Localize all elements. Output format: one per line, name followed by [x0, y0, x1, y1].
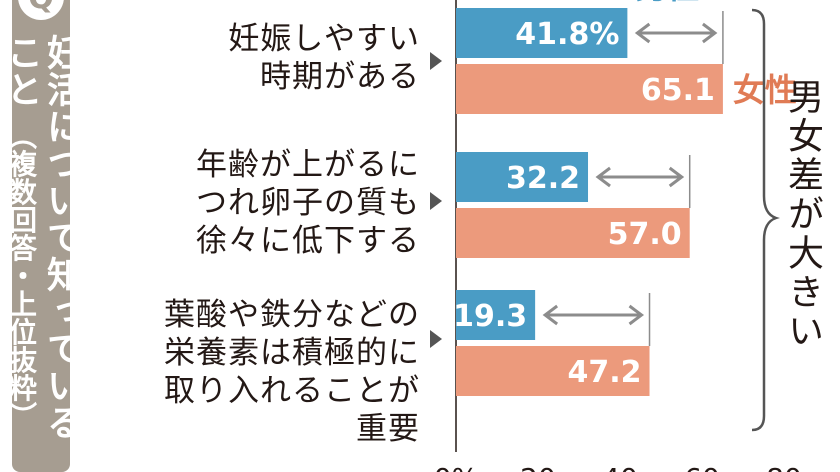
data-label: 65.1: [641, 73, 715, 108]
legend-male: 男性: [635, 0, 699, 6]
x-tick-label: 40: [602, 462, 638, 472]
question-badge: Q: [18, 0, 64, 20]
data-label: 57.0: [608, 217, 682, 252]
bar-male: [456, 152, 589, 202]
data-label: 41.8%: [515, 17, 619, 52]
category-label: 年齢が上がるに つれ卵子の質も 徐々に低下する: [196, 147, 420, 259]
x-tick-label: 20: [520, 462, 556, 472]
question-title: 妊活について知っていること: [12, 34, 70, 441]
bar-female: [456, 64, 723, 114]
gap-arrow-head: [668, 166, 685, 188]
x-tick-label: 80: [766, 462, 802, 472]
bar-male: [456, 290, 536, 340]
x-tick-label: 60: [684, 462, 720, 472]
category-pointer-icon: [430, 330, 442, 348]
question-banner: Q 妊活について知っていること （複数回答・上位抜粋）: [12, 0, 70, 472]
annotation-text: 男女差が大きい: [782, 78, 823, 351]
bar-male: [456, 8, 628, 58]
category-label: 葉酸や鉄分などの 栄養素は積極的に 取り入れることが 重要: [164, 297, 420, 447]
category-pointer-icon: [430, 52, 442, 70]
annotation-brace: [751, 8, 780, 432]
data-label: 19.3: [453, 299, 527, 334]
category-pointer-icon: [430, 192, 442, 210]
gap-arrow-head: [542, 304, 559, 326]
bar-female: [456, 346, 650, 396]
gap-arrow-head: [595, 166, 611, 188]
x-tick-label: 0%: [434, 462, 478, 472]
question-note: （複数回答・上位抜粋）: [12, 121, 38, 430]
data-label: 32.2: [506, 161, 580, 196]
gap-arrow-head: [634, 22, 651, 44]
gap-arrow-head: [628, 304, 645, 326]
category-label: 妊娠しやすい 時期がある: [228, 21, 420, 95]
bar-female: [456, 208, 690, 258]
data-label: 47.2: [567, 355, 641, 390]
question-title-block: 妊活について知っていること （複数回答・上位抜粋）: [12, 34, 70, 472]
gap-arrow-head: [702, 22, 718, 44]
